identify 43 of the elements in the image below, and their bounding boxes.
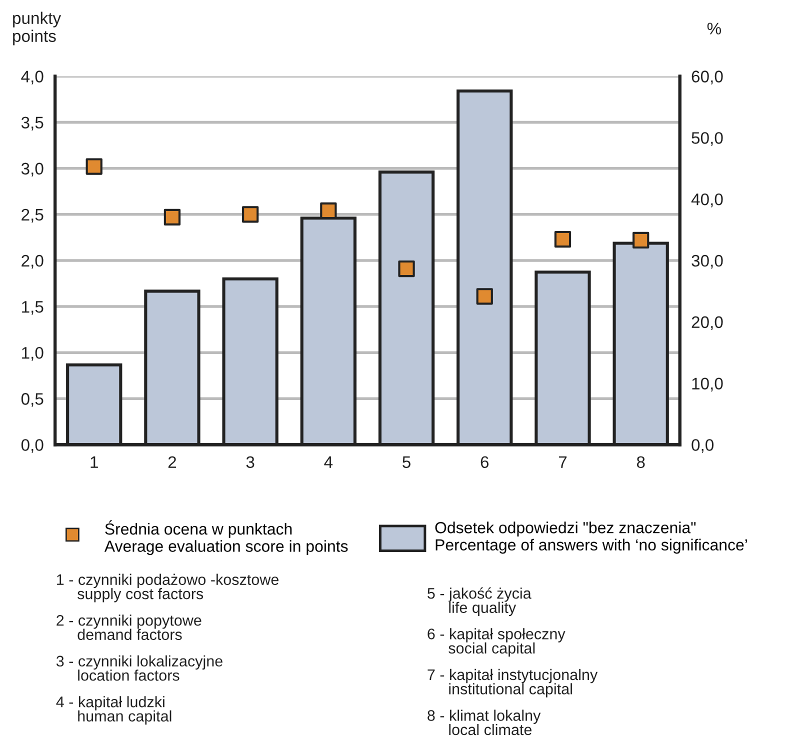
y2-axis-title: %	[707, 22, 722, 34]
text: 3 - czynniki lokalizacyjne location factors	[56, 655, 222, 681]
point	[164, 208, 181, 226]
text: 5 - jakość życia life quality	[428, 587, 532, 616]
point	[476, 288, 493, 305]
text: 8 - klimat lokalny local climate	[428, 710, 541, 736]
y2-tick-label: 60,0	[692, 70, 723, 84]
point	[632, 232, 650, 249]
x-tick-label: 3	[246, 456, 254, 468]
y-tick-label: 0,5	[21, 393, 44, 407]
y-tick-label: 3,0	[21, 162, 44, 177]
point	[242, 206, 259, 223]
x-tick-label: 6	[480, 456, 489, 468]
point	[554, 230, 572, 248]
text: 4 - kapitał ludzki human capital	[56, 696, 172, 725]
x-tick-label: 7	[558, 456, 567, 468]
point	[398, 260, 415, 278]
y2-tick-label: 0,0	[692, 439, 714, 453]
y-tick-label: 1,0	[22, 346, 44, 361]
y2-tick-label: 40,0	[691, 193, 723, 208]
legend-label: Średnia ocena w punktach Average evaluation score in points	[104, 520, 348, 556]
y-tick-label: 2,5	[22, 208, 44, 223]
text: 6 - kapitał społeczny social capital	[428, 628, 566, 657]
y-tick-label: 3,5	[21, 116, 44, 130]
text: 7 - kapitał instytucjonalny institutional capital	[428, 668, 598, 698]
y2-tick-label: 50,0	[692, 132, 723, 146]
point	[86, 158, 102, 175]
y2-tick-label: 10,0	[692, 378, 723, 392]
y2-tick-label: 30,0	[692, 254, 723, 269]
y-tick-label: 1,5	[22, 301, 44, 315]
x-tick-label: 8	[636, 456, 645, 468]
y-tick-label: 0,0	[21, 439, 44, 453]
legend-label: Odsetek odpowiedzi "bez znaczenia" Percentage of answers with ‘no significance’	[435, 522, 747, 554]
text: 2 - czynniki popytowe demand factors	[56, 614, 202, 640]
text: 1 - czynniki podażowo -kosztowe supply cost factors	[57, 574, 279, 602]
y-tick-label: 4,0	[21, 70, 44, 84]
x-tick-label: 1	[90, 456, 98, 468]
x-tick-label: 2	[168, 456, 176, 468]
x-tick-label: 5	[402, 456, 410, 468]
x-tick-label: 4	[324, 456, 333, 468]
y-tick-label: 2,0	[22, 254, 44, 269]
y2-tick-label: 20,0	[692, 316, 723, 330]
y-axis-title: punkty points	[13, 12, 62, 46]
